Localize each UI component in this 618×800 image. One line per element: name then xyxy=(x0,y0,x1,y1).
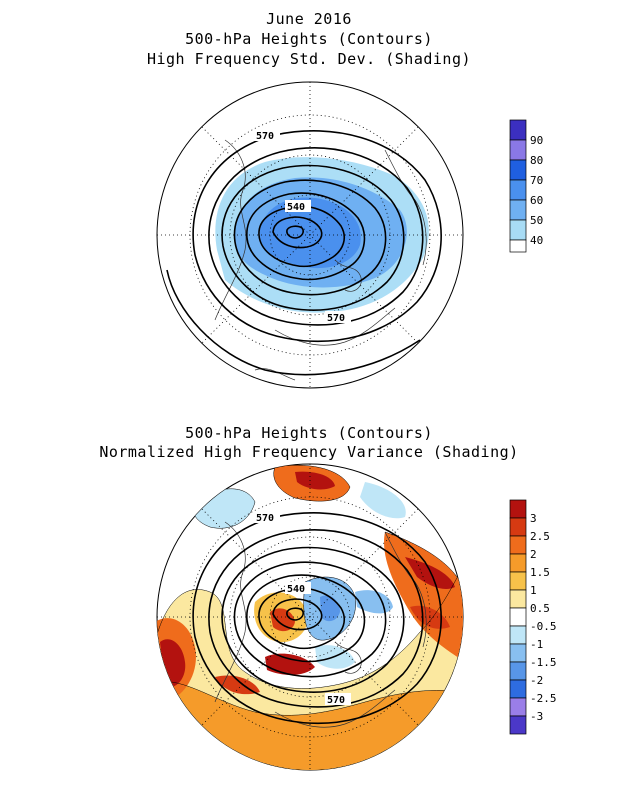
top-legend-label-90: 90 xyxy=(530,134,543,147)
bottom-legend-label-1-5: 1.5 xyxy=(530,566,550,579)
top-contour-label-540: 540 xyxy=(287,202,305,213)
bottom-legend-label-neg-2: -2 xyxy=(530,674,543,687)
top-contour-label-570b: 570 xyxy=(327,313,345,324)
graticule-bottom xyxy=(157,464,463,770)
bottom-legend-label-2: 2 xyxy=(530,548,537,561)
bottom-legend-label-neg-3: -3 xyxy=(530,710,543,723)
variance-contours xyxy=(157,464,463,716)
top-title-line-1: June 2016 xyxy=(266,10,352,28)
variance-positive-center-dark xyxy=(270,608,295,632)
variance-positive-right xyxy=(384,532,463,662)
bottom-legend-label-neg-1-5: -1.5 xyxy=(530,656,557,669)
bottom-legend-label-neg-0-5: -0.5 xyxy=(530,620,557,633)
height-contours-bottom xyxy=(192,512,442,725)
top-legend-label-40: 40 xyxy=(530,234,543,247)
top-title-line-3: High Frequency Std. Dev. (Shading) xyxy=(146,50,472,68)
top-polar-map: 570 540 570 xyxy=(156,81,464,389)
bottom-legend-label-neg-2-5: -2.5 xyxy=(530,692,557,705)
top-legend-label-50: 50 xyxy=(530,214,543,227)
top-legend-label-60: 60 xyxy=(530,194,543,207)
bottom-contour-label-570b: 570 xyxy=(327,695,345,706)
variance-positive-lower xyxy=(265,653,315,675)
top-title-line-2: 500-hPa Heights (Contours) xyxy=(185,30,433,48)
bottom-polar-map: 570 540 570 xyxy=(156,463,464,771)
bottom-legend-label-0-5: 0.5 xyxy=(530,602,550,615)
bottom-contour-label-570a: 570 xyxy=(256,513,274,524)
top-legend-swatches xyxy=(509,119,527,253)
bottom-legend-swatches xyxy=(509,499,527,735)
variance-negative-ne xyxy=(360,482,406,519)
top-legend: 90 80 70 60 50 40 xyxy=(509,119,543,253)
bottom-contour-label-540: 540 xyxy=(287,584,305,595)
bottom-legend-label-2-5: 2.5 xyxy=(530,530,550,543)
bottom-title-line-2: Normalized High Frequency Variance (Shad… xyxy=(99,443,519,461)
bottom-legend: 3 2.5 2 1.5 1 0.5 -0.5 -1 -1.5 -2 -2.5 -… xyxy=(509,499,557,735)
stddev-shading-core xyxy=(259,197,361,269)
bottom-title-line-1: 500-hPa Heights (Contours) xyxy=(185,424,433,442)
top-contour-label-570a: 570 xyxy=(256,131,274,142)
bottom-legend-label-1: 1 xyxy=(530,584,537,597)
bottom-legend-label-neg-1: -1 xyxy=(530,638,543,651)
variance-strong-right xyxy=(405,557,455,589)
graticule xyxy=(157,82,463,388)
bottom-legend-label-3: 3 xyxy=(530,512,537,525)
variance-strong-top xyxy=(295,471,335,490)
top-legend-label-70: 70 xyxy=(530,174,543,187)
top-legend-label-80: 80 xyxy=(530,154,543,167)
